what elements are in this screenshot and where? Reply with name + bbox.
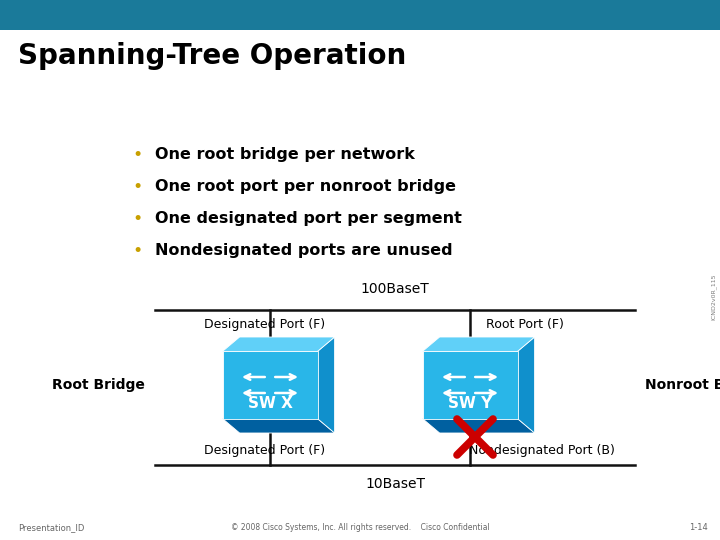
Text: One designated port per segment: One designated port per segment xyxy=(155,212,462,226)
Text: ICND2v0R_115: ICND2v0R_115 xyxy=(711,274,717,320)
Text: •: • xyxy=(132,146,143,164)
Polygon shape xyxy=(423,418,534,433)
Text: •: • xyxy=(132,178,143,196)
Bar xyxy=(0,0,720,30)
Text: Spanning-Tree Operation: Spanning-Tree Operation xyxy=(18,42,406,70)
Text: 10BaseT: 10BaseT xyxy=(365,477,425,491)
Text: SW X: SW X xyxy=(248,396,292,411)
Text: Nondesignated ports are unused: Nondesignated ports are unused xyxy=(155,244,452,259)
Polygon shape xyxy=(423,352,518,418)
Text: Root Bridge: Root Bridge xyxy=(52,378,145,392)
Polygon shape xyxy=(222,337,335,352)
Text: Designated Port (F): Designated Port (F) xyxy=(204,318,325,331)
Polygon shape xyxy=(423,337,534,352)
Text: One root port per nonroot bridge: One root port per nonroot bridge xyxy=(155,179,456,194)
Text: •: • xyxy=(132,242,143,260)
Text: SW Y: SW Y xyxy=(448,396,492,411)
Polygon shape xyxy=(318,337,335,433)
Polygon shape xyxy=(518,337,534,433)
Text: Designated Port (F): Designated Port (F) xyxy=(204,444,325,457)
Text: Presentation_ID: Presentation_ID xyxy=(18,523,84,532)
Text: 1-14: 1-14 xyxy=(689,523,708,532)
Text: Root Port (F): Root Port (F) xyxy=(486,318,564,331)
Text: Nonroot Bridge: Nonroot Bridge xyxy=(645,378,720,392)
Text: 100BaseT: 100BaseT xyxy=(361,282,429,296)
Text: Nondesignated Port (B): Nondesignated Port (B) xyxy=(469,444,615,457)
Text: One root bridge per network: One root bridge per network xyxy=(155,147,415,163)
Text: •: • xyxy=(132,210,143,228)
Text: © 2008 Cisco Systems, Inc. All rights reserved.    Cisco Confidential: © 2008 Cisco Systems, Inc. All rights re… xyxy=(230,523,490,532)
Polygon shape xyxy=(222,418,335,433)
Polygon shape xyxy=(222,352,318,418)
